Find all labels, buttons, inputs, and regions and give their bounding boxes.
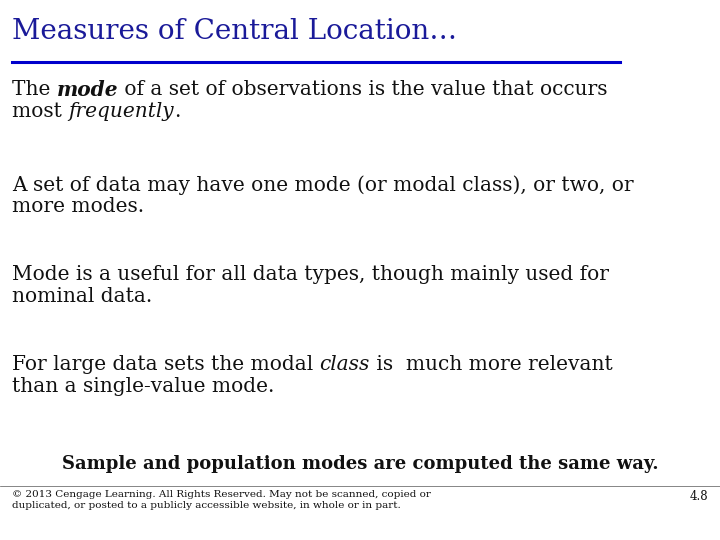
Text: is  much more relevant: is much more relevant [370,355,613,374]
Text: For large data sets the modal: For large data sets the modal [12,355,320,374]
Text: than a single-value mode.: than a single-value mode. [12,377,274,396]
Text: class: class [320,355,370,374]
Text: mode: mode [57,80,118,100]
Text: most: most [12,102,68,121]
Text: of a set of observations is the value that occurs: of a set of observations is the value th… [118,80,608,99]
Text: Mode is a useful for all data types, though mainly used for: Mode is a useful for all data types, tho… [12,265,609,284]
Text: Measures of Central Location…: Measures of Central Location… [12,18,457,45]
Text: .: . [174,102,180,121]
Text: frequently: frequently [68,102,174,121]
Text: A set of data may have one mode (or modal class), or two, or: A set of data may have one mode (or moda… [12,175,634,194]
Text: Sample and population modes are computed the same way.: Sample and population modes are computed… [62,455,658,473]
Text: © 2013 Cengage Learning. All Rights Reserved. May not be scanned, copied or
dupl: © 2013 Cengage Learning. All Rights Rese… [12,490,431,510]
Text: The: The [12,80,57,99]
Text: more modes.: more modes. [12,197,144,216]
Text: 4.8: 4.8 [689,490,708,503]
Text: nominal data.: nominal data. [12,287,152,306]
